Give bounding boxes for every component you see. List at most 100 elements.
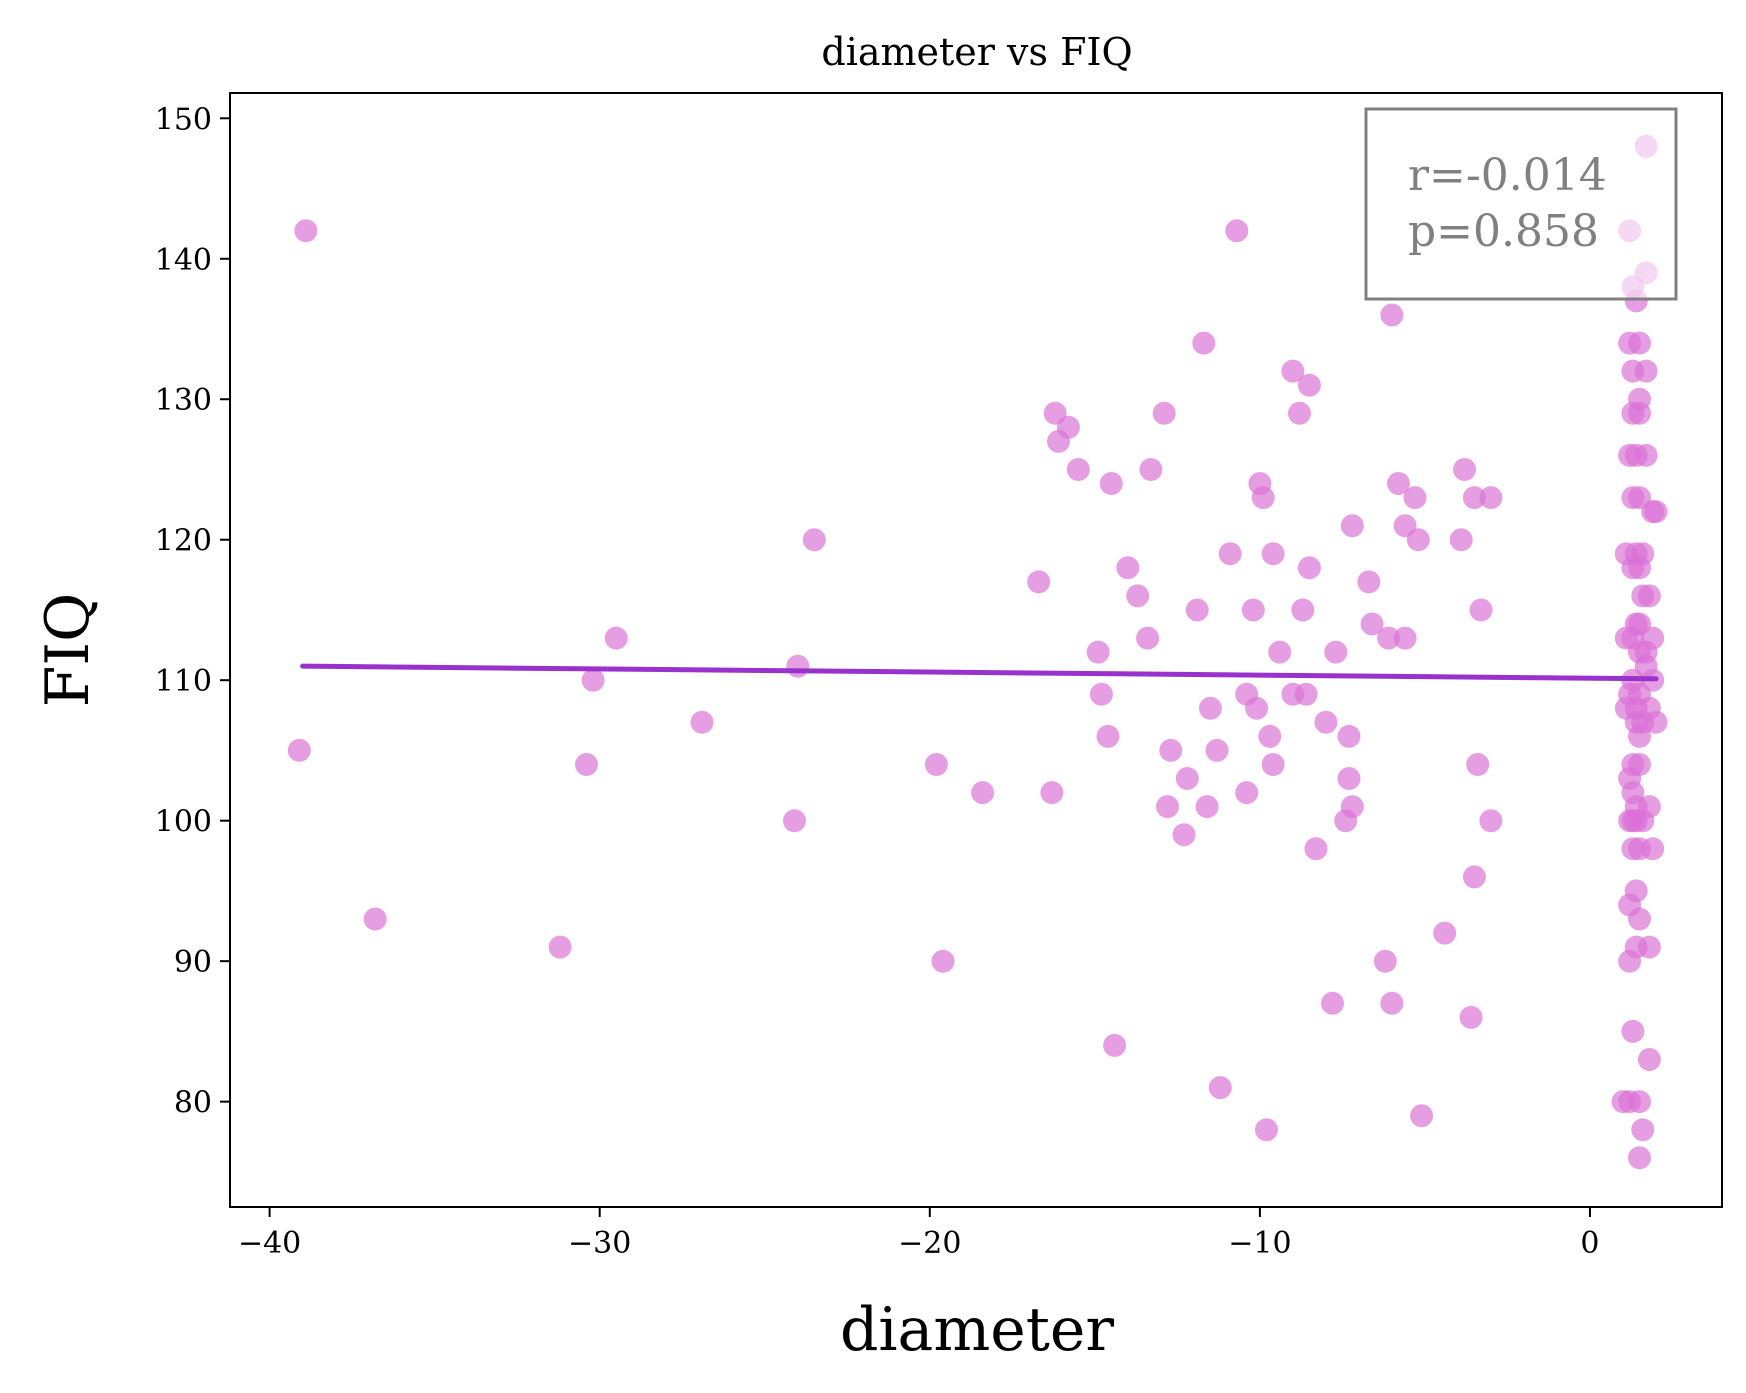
x-axis-label: diameter <box>840 1295 1114 1365</box>
data-point <box>1628 387 1651 411</box>
points-layer <box>287 134 1668 1170</box>
data-point <box>1340 514 1364 538</box>
data-point <box>1637 1048 1661 1071</box>
data-point <box>924 753 948 776</box>
data-point <box>1337 767 1361 790</box>
y-tick-label: 90 <box>174 945 212 980</box>
data-point <box>1261 542 1285 566</box>
data-point <box>1225 219 1249 243</box>
data-point <box>1469 598 1493 622</box>
data-point <box>1241 598 1265 622</box>
data-point <box>1172 823 1196 847</box>
data-point <box>802 528 826 552</box>
data-point <box>581 668 605 692</box>
data-point <box>1040 781 1064 805</box>
data-point <box>971 781 995 805</box>
stats-box: r=-0.014 p=0.858 <box>1364 107 1678 301</box>
data-point <box>1136 626 1160 650</box>
regression-line <box>300 663 1659 682</box>
data-point <box>1459 1005 1483 1029</box>
x-tick-label: −20 <box>898 1226 961 1261</box>
data-point <box>1624 879 1648 903</box>
data-point <box>575 753 598 776</box>
data-point <box>1185 598 1209 622</box>
data-point <box>1156 795 1179 819</box>
data-point <box>1641 626 1665 650</box>
data-point <box>1628 1146 1651 1170</box>
data-point <box>1479 809 1503 833</box>
y-tick-label: 120 <box>155 524 212 559</box>
data-point <box>1218 542 1242 566</box>
data-point <box>1056 415 1080 439</box>
data-point <box>1086 640 1110 664</box>
data-point <box>1099 472 1123 495</box>
data-point <box>1641 837 1665 861</box>
y-axis-ticks: 80 90 100 110 120 130 140 150 <box>155 102 230 1121</box>
fit-line-layer <box>300 663 1659 682</box>
data-point <box>1281 359 1305 383</box>
data-point <box>1261 753 1285 776</box>
data-point <box>1628 907 1651 931</box>
data-point <box>1175 767 1199 790</box>
data-point <box>1245 696 1269 720</box>
data-point <box>1288 401 1311 425</box>
y-tick-label: 130 <box>155 383 212 418</box>
data-point <box>1321 991 1344 1015</box>
data-point <box>1634 443 1658 467</box>
data-point <box>1027 570 1051 594</box>
stats-r-value: r=-0.014 <box>1408 150 1607 201</box>
data-point <box>1403 486 1427 510</box>
data-point <box>604 626 628 650</box>
data-point <box>1637 935 1661 959</box>
x-tick-label: −10 <box>1228 1226 1291 1261</box>
data-point <box>363 907 387 931</box>
data-point <box>1324 640 1348 664</box>
y-tick-label: 80 <box>174 1086 212 1121</box>
data-point <box>1192 331 1216 355</box>
chart-title: diameter vs FIQ <box>821 30 1132 74</box>
data-point <box>1208 1076 1232 1100</box>
data-point <box>1126 584 1150 608</box>
data-point <box>1644 500 1668 524</box>
data-point <box>1637 584 1661 608</box>
y-tick-label: 110 <box>155 664 212 699</box>
x-tick-label: −30 <box>568 1226 631 1261</box>
data-point <box>1387 472 1410 495</box>
data-point <box>1410 1104 1434 1128</box>
data-point <box>1205 738 1229 762</box>
data-point <box>287 738 311 762</box>
data-point <box>1449 528 1473 552</box>
x-tick-label: −40 <box>238 1226 301 1261</box>
data-point <box>1380 303 1404 327</box>
data-point <box>1462 865 1486 889</box>
data-point <box>1462 486 1486 510</box>
y-axis-label: FIQ <box>33 593 103 708</box>
data-point <box>1255 1118 1278 1142</box>
data-point <box>783 809 806 833</box>
data-point <box>1466 753 1490 776</box>
data-point <box>1297 556 1321 580</box>
data-point <box>1314 710 1338 734</box>
data-point <box>1340 795 1364 819</box>
data-point <box>548 935 572 959</box>
data-point <box>1337 724 1361 748</box>
y-tick-label: 100 <box>155 805 212 840</box>
data-point <box>1406 528 1430 552</box>
data-point <box>1195 795 1219 819</box>
data-point <box>1103 1033 1127 1057</box>
data-point <box>1377 626 1401 650</box>
data-point <box>786 654 810 678</box>
data-point <box>1628 331 1651 355</box>
data-point <box>1152 401 1176 425</box>
data-point <box>1380 991 1404 1015</box>
plot-frame <box>229 92 1723 1208</box>
data-point <box>1304 837 1328 861</box>
data-point <box>1294 682 1318 706</box>
data-point <box>1628 1090 1651 1114</box>
data-point <box>1268 640 1292 664</box>
data-point <box>1360 612 1384 636</box>
data-point <box>1453 458 1476 481</box>
x-tick-label: 0 <box>1580 1226 1599 1261</box>
data-point <box>1089 682 1113 706</box>
data-point <box>1251 486 1275 510</box>
